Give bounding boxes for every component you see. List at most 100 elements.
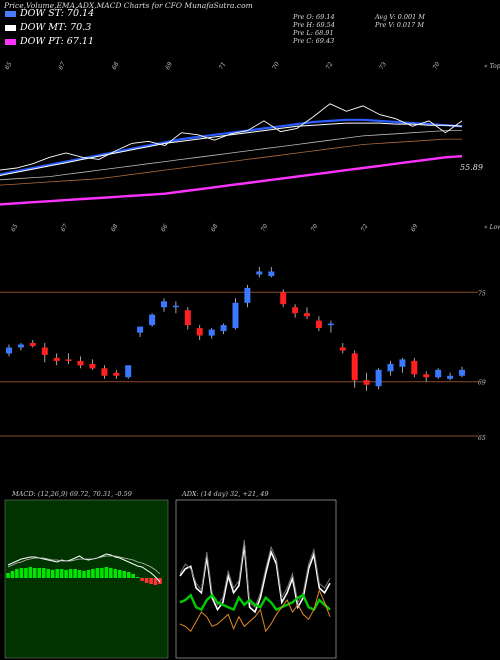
candle-axis-label: 75 — [478, 290, 486, 297]
candle-down — [292, 307, 299, 314]
adx-title: ADX: (14 day) 32, +21, 49 — [181, 490, 269, 498]
macd-hist-up — [131, 574, 135, 578]
macd-signal-line — [7, 555, 161, 575]
macd-hist-up — [50, 570, 55, 578]
candle-down — [29, 343, 36, 346]
candle-down — [339, 347, 346, 351]
candle-down — [113, 372, 120, 376]
bottom-tick-label: 70 — [310, 223, 320, 233]
macd-hist-up — [33, 568, 37, 578]
macd-hist-up — [64, 570, 68, 578]
macd-hist-up — [59, 569, 64, 578]
candle-up — [447, 375, 454, 379]
macd-hist-up — [82, 571, 86, 578]
candle-up — [161, 301, 167, 308]
ohlc-open: Pre O: 69.14 — [293, 13, 335, 21]
candle-up — [435, 369, 442, 378]
candle-up — [137, 326, 144, 333]
candle-down — [65, 359, 72, 361]
bottom-tick-label: 68 — [210, 223, 220, 233]
macd-hist-up — [95, 568, 100, 578]
ema-pt-line — [0, 155, 463, 206]
bottom-tick-label: 68 — [110, 223, 120, 233]
macd-hist-up — [37, 568, 42, 578]
ohlc-avg-volume: Avg V: 0.001 M — [375, 13, 425, 21]
bottom-tick-label: 67 — [60, 223, 70, 233]
candle-down — [53, 357, 60, 361]
top-tick-label: 72 — [325, 61, 335, 71]
top-tick-label: 70 — [432, 61, 442, 71]
legend-dow-st: DOW ST: 70.14 — [5, 8, 94, 19]
candle-up — [375, 369, 382, 387]
top-tick-label: 71 — [218, 61, 228, 71]
candle-up — [232, 302, 239, 329]
legend-dow-mt-label: DOW MT: 70.3 — [20, 22, 92, 33]
legend-dow-pt-swatch — [5, 38, 16, 45]
ema-mid2-line — [0, 130, 462, 181]
candle-up — [399, 359, 406, 367]
ohlc-low: Pre L: 68.91 — [293, 29, 334, 37]
ema-short-line — [0, 118, 463, 176]
macd-title: MACD: (12,26,9) 69.72, 70.31, -0.59 — [11, 490, 132, 498]
adx-panel — [175, 499, 337, 659]
candle-axis-label: 65 — [478, 435, 486, 442]
macd-hist-up — [6, 573, 10, 578]
candle-up — [172, 305, 179, 308]
candle-axis-label: 69 — [478, 380, 486, 387]
bottom-tick-label: 66 — [160, 223, 170, 233]
macd-hist-up — [19, 568, 24, 578]
macd-hist-up — [100, 568, 104, 578]
legend-dow-st-swatch — [5, 10, 16, 17]
corner-label-lows: « Lows — [484, 224, 500, 231]
legend-dow-pt-label: DOW PT: 67.11 — [20, 36, 94, 47]
macd-hist-up — [77, 570, 82, 578]
macd-hist-down — [144, 578, 149, 583]
adx-minus-di-line — [179, 588, 331, 633]
legend-dow-st-label: DOW ST: 70.14 — [20, 8, 95, 19]
corner-label-tops: « Tops — [484, 63, 500, 70]
candle-up — [17, 344, 24, 348]
candle-down — [77, 360, 84, 366]
macd-hist-up — [126, 572, 131, 578]
top-tick-label: 65 — [4, 61, 14, 71]
ema-last-value-label: 55.89 — [460, 163, 483, 172]
ohlc-close: Pre C: 69.43 — [293, 37, 335, 45]
legend-dow-mt-swatch — [5, 24, 16, 31]
ema-long-line — [0, 138, 462, 186]
macd-hist-up — [10, 571, 15, 578]
adx-plus-di-line — [179, 593, 331, 612]
candle-up — [208, 329, 215, 336]
bottom-tick-label: 70 — [260, 223, 270, 233]
macd-hist-up — [113, 569, 118, 578]
macd-hist-up — [55, 569, 59, 578]
ohlc-high: Pre H: 69.54 — [293, 21, 335, 29]
candle-down — [423, 374, 430, 378]
candle-up — [6, 347, 12, 354]
macd-hist-down — [149, 578, 153, 584]
adx-line-outline — [179, 539, 331, 609]
ohlc-prev-volume: Pre V: 0.017 M — [375, 21, 425, 29]
macd-hist-up — [24, 568, 28, 578]
macd-hist-up — [91, 569, 95, 578]
candle-up — [459, 369, 465, 376]
top-tick-label: 68 — [111, 61, 121, 71]
candle-down — [304, 313, 310, 317]
macd-hist-up — [104, 567, 109, 578]
legend-dow-pt: DOW PT: 67.11 — [5, 36, 94, 47]
candle-down — [363, 380, 370, 385]
candle-up — [244, 287, 251, 303]
macd-hist-up — [46, 569, 50, 578]
candle-up — [327, 323, 334, 326]
top-tick-label: 67 — [57, 61, 67, 71]
candle-up — [220, 325, 227, 332]
macd-hist-up — [122, 571, 126, 578]
candle-up — [268, 271, 275, 276]
candle-up — [149, 314, 156, 326]
candle-down — [89, 363, 96, 369]
macd-hist-down — [158, 578, 162, 584]
macd-hist-up — [109, 568, 113, 578]
bottom-tick-label: 65 — [10, 223, 20, 233]
ema-mid-line — [0, 122, 463, 176]
macd-hist-up — [15, 569, 19, 578]
